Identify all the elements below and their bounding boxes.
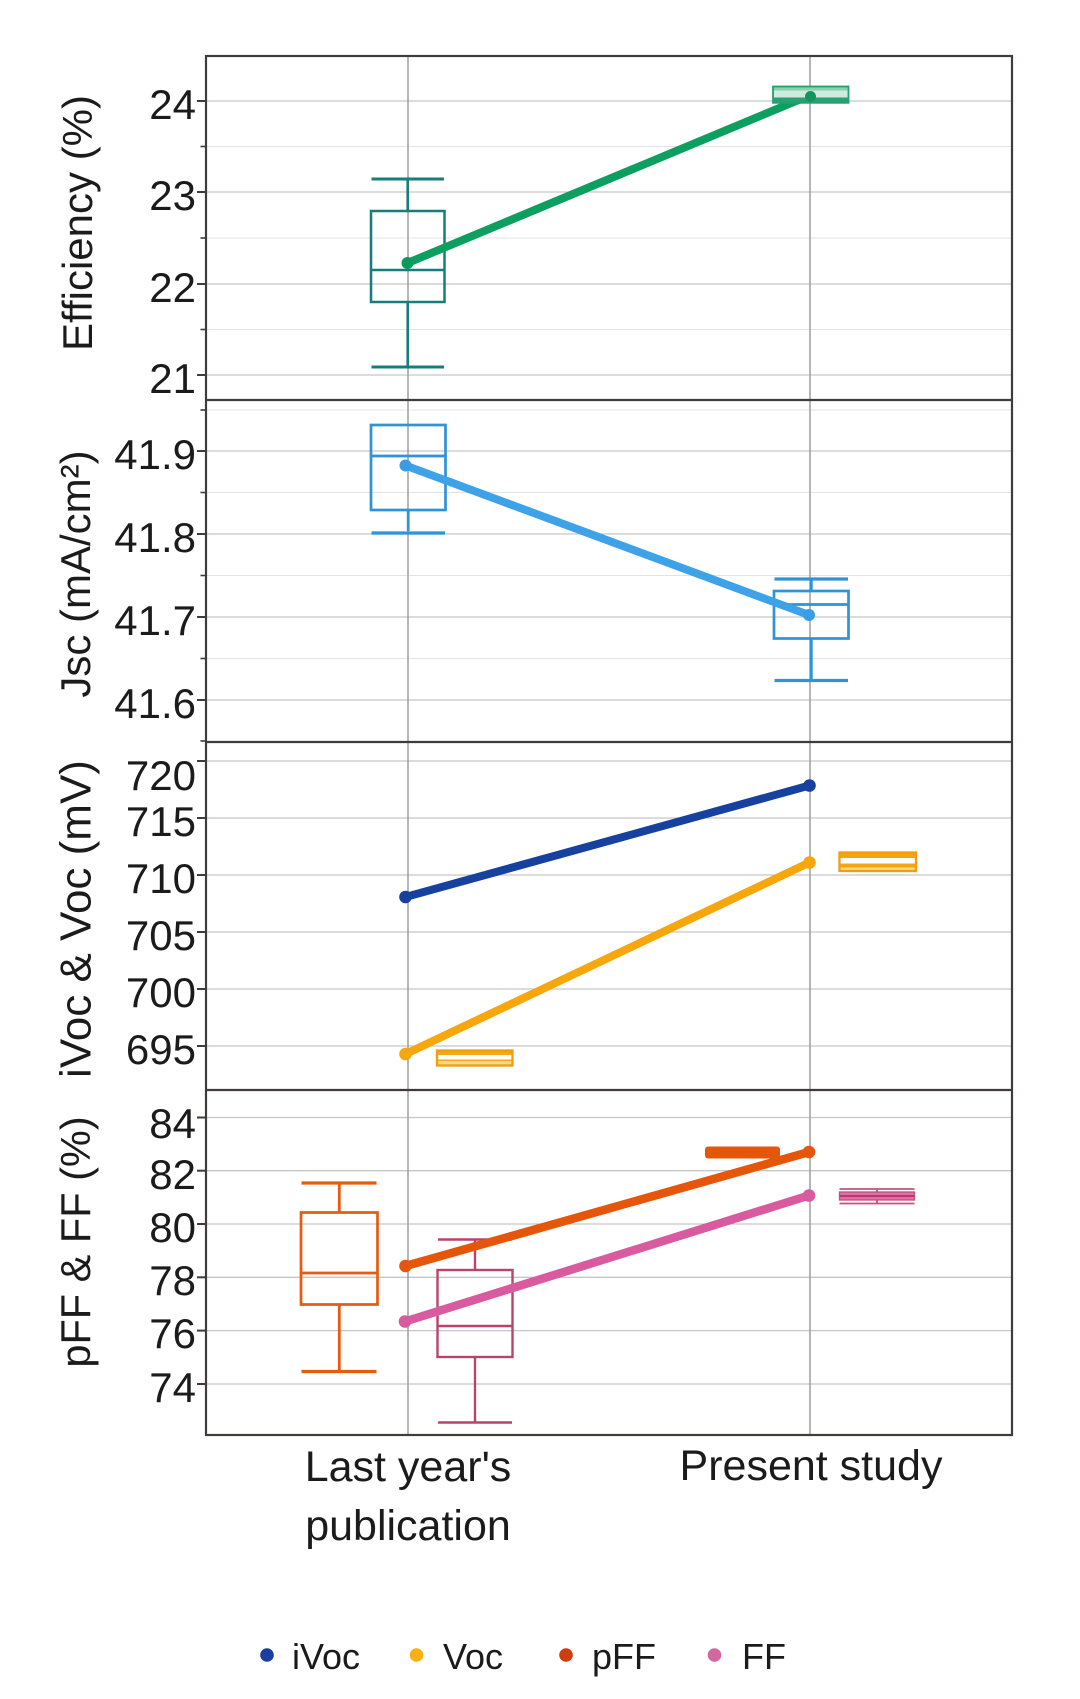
svg-text:41.6: 41.6 — [114, 680, 196, 727]
svg-text:84: 84 — [149, 1100, 196, 1147]
svg-text:695: 695 — [126, 1026, 196, 1073]
svg-text:Last year's: Last year's — [305, 1443, 512, 1491]
svg-text:pFF & FF (%): pFF & FF (%) — [52, 1116, 99, 1367]
svg-text:705: 705 — [126, 912, 196, 959]
svg-text:720: 720 — [126, 752, 196, 799]
svg-text:21: 21 — [149, 355, 196, 402]
svg-text:Present study: Present study — [680, 1442, 943, 1490]
svg-text:74: 74 — [149, 1364, 196, 1411]
svg-text:23: 23 — [149, 172, 196, 219]
svg-text:78: 78 — [149, 1257, 196, 1304]
svg-text:700: 700 — [126, 969, 196, 1016]
svg-text:41.8: 41.8 — [114, 514, 196, 561]
svg-text:pFF: pFF — [592, 1636, 656, 1677]
svg-text:Jsc (mA/cm²): Jsc (mA/cm²) — [52, 450, 99, 697]
svg-text:80: 80 — [149, 1204, 196, 1251]
svg-text:22: 22 — [149, 264, 196, 311]
svg-text:Efficiency (%): Efficiency (%) — [54, 95, 101, 351]
svg-text:Voc: Voc — [443, 1636, 503, 1677]
svg-text:710: 710 — [126, 855, 196, 902]
svg-text:82: 82 — [149, 1151, 196, 1198]
svg-text:715: 715 — [126, 798, 196, 845]
svg-text:41.7: 41.7 — [114, 597, 196, 644]
svg-text:iVoc & Voc (mV): iVoc & Voc (mV) — [52, 760, 101, 1078]
svg-text:24: 24 — [149, 81, 196, 128]
svg-text:76: 76 — [149, 1310, 196, 1357]
svg-text:41.9: 41.9 — [114, 431, 196, 478]
svg-text:FF: FF — [742, 1636, 786, 1677]
svg-text:iVoc: iVoc — [292, 1636, 360, 1677]
svg-text:publication: publication — [305, 1502, 511, 1550]
